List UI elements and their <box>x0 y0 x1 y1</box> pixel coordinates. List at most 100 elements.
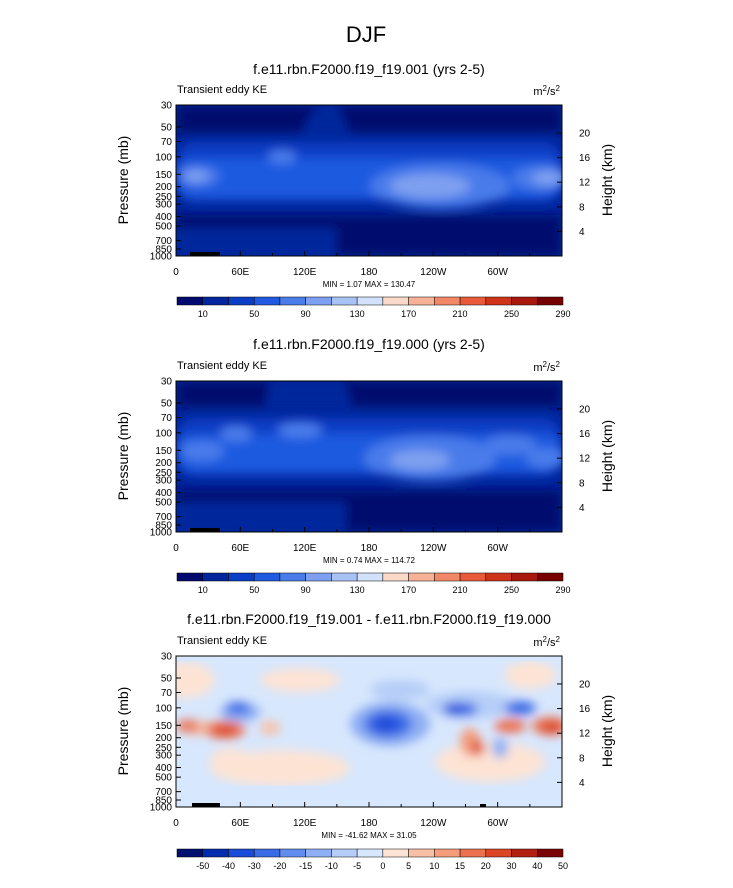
panel-2-y2-tick-label: 12 <box>579 454 591 465</box>
panel-3-y-tick-label: 400 <box>155 763 172 774</box>
panel-1-ylabel: Pressure (mb) <box>115 136 131 225</box>
panel-1-colorbar-swatch <box>253 296 281 306</box>
panel-1-colorbar-swatch <box>511 296 538 306</box>
panel-1-y-tick-label: 300 <box>155 200 172 211</box>
panel-1-colorbar-label: 90 <box>301 309 311 319</box>
panel-3-y-tick-label: 250 <box>155 743 172 754</box>
panel-2-colorbar-swatch <box>382 572 409 582</box>
panel-1-colorbar: 10 50 90 130 170 210 250 290 <box>176 296 571 319</box>
panel-2-y2label: Height (km) <box>599 420 615 492</box>
figure-title: DJF <box>346 22 386 47</box>
panel-3-y2-ticks: 20 16 12 8 4 <box>557 679 591 789</box>
panel-1-x-tick-label: 120E <box>293 267 317 278</box>
panel-3-colorbar-swatch <box>253 848 281 858</box>
panel-2-y-tick-label: 300 <box>155 476 172 487</box>
panel-1-colorbar-swatch <box>279 296 306 306</box>
panel-1-colorbar-label: 50 <box>249 309 259 319</box>
panel-3-x-tick-label: 120W <box>420 818 447 829</box>
panel-3-colorbar-label: -20 <box>273 861 286 871</box>
panel-2: f.e11.rbn.F2000.f19_f19.000 (yrs 2-5) Tr… <box>115 336 615 595</box>
panel-1-y-tick-label: 1000 <box>150 252 173 263</box>
panel-1-field-label: Transient eddy KE <box>177 84 267 96</box>
panel-2-colorbar-swatch <box>228 572 255 582</box>
panel-3-colorbar-label: -5 <box>353 861 361 871</box>
panel-2-stats: MIN = 0.74 MAX = 114.72 <box>323 556 415 565</box>
panel-3-units: m2/s2 <box>533 635 560 649</box>
panel-1-y-tick-label: 250 <box>155 192 172 203</box>
panel-1-y2-tick-label: 20 <box>579 128 591 139</box>
panel-3-y2-tick-label: 20 <box>579 679 591 690</box>
panel-2-colorbar-swatch <box>305 572 332 582</box>
panel-3-y2-tick-label: 12 <box>579 729 591 740</box>
panel-2-y-tick-label: 400 <box>155 488 172 499</box>
panel-3-y-tick-label: 70 <box>161 688 173 699</box>
panel-1-y-tick-label: 200 <box>155 182 172 193</box>
panel-1-y-tick-label: 850 <box>155 245 172 256</box>
panel-1-colorbar-swatch <box>228 296 255 306</box>
panel-2-colorbar-swatch <box>459 572 487 582</box>
panel-2-y2-tick-label: 20 <box>579 404 591 415</box>
panel-1-y-tick-label: 150 <box>155 170 172 181</box>
panel-2-colorbar-swatch <box>434 572 461 582</box>
panel-3-y-tick-label: 30 <box>161 652 173 663</box>
panel-3-y2label: Height (km) <box>599 695 615 767</box>
panel-1-y-tick-label: 100 <box>155 152 172 163</box>
panel-1-colorbar-swatch <box>537 296 564 306</box>
panel-2-y-tick-label: 70 <box>161 413 173 424</box>
panel-2-y-tick-label: 50 <box>161 398 173 409</box>
panel-1-colorbar-swatch <box>176 296 203 306</box>
panel-2-x-tick-label: 60W <box>487 543 508 554</box>
panel-1-y2-ticks: 20 16 12 8 4 <box>557 128 591 238</box>
panel-1-colorbar-swatch <box>382 296 409 306</box>
panel-3-colorbar-label: -50 <box>196 861 209 871</box>
panel-2-y-tick-label: 850 <box>155 521 172 532</box>
panel-1-stats: MIN = 1.07 MAX = 130.47 <box>323 280 416 289</box>
panel-2-contour-field <box>176 381 562 532</box>
panel-3-colorbar-label: -15 <box>299 861 312 871</box>
panel-3-colorbar-swatch <box>485 848 512 858</box>
panel-3-x-tick-label: 60W <box>487 818 508 829</box>
panel-3-colorbar-label: -30 <box>248 861 261 871</box>
panel-2-colorbar-label: 290 <box>555 585 570 595</box>
panel-2-colorbar-swatch <box>485 572 512 582</box>
panel-2-y2-tick-label: 4 <box>579 503 585 514</box>
panel-2-x-tick-label: 180 <box>361 543 378 554</box>
panel-2-colorbar-label: 50 <box>249 585 259 595</box>
panel-2-colorbar-swatch <box>356 572 384 582</box>
panel-1-x-ticks: 0 60E 120E 180 120W 60W <box>173 251 531 278</box>
panel-2-y-tick-label: 100 <box>155 428 172 439</box>
panel-2-colorbar-swatch <box>537 572 564 582</box>
panel-3-colorbar-swatch <box>459 848 487 858</box>
panel-2-title: f.e11.rbn.F2000.f19_f19.000 (yrs 2-5) <box>253 336 485 352</box>
panel-1-colorbar-label: 290 <box>555 309 570 319</box>
panel-1-y2-tick-label: 8 <box>579 202 585 213</box>
panel-3: f.e11.rbn.F2000.f19_f19.001 - f.e11.rbn.… <box>115 611 615 871</box>
panel-3-y-tick-label: 1000 <box>150 803 173 814</box>
panel-2-colorbar-label: 130 <box>350 585 365 595</box>
panel-1-colorbar-swatch <box>331 296 358 306</box>
panel-3-y-tick-label: 200 <box>155 733 172 744</box>
panel-3-colorbar-label: -40 <box>222 861 235 871</box>
panel-2-colorbar-swatch <box>253 572 281 582</box>
panel-3-colorbar-label: 20 <box>481 861 491 871</box>
panel-3-title: f.e11.rbn.F2000.f19_f19.001 - f.e11.rbn.… <box>187 611 551 627</box>
panel-3-colorbar-swatch <box>434 848 461 858</box>
panel-2-y-tick-label: 150 <box>155 446 172 457</box>
panel-2-colorbar-swatch <box>331 572 358 582</box>
panel-3-colorbar-label: 30 <box>507 861 517 871</box>
panel-3-colorbar-swatch <box>537 848 564 858</box>
panel-3-x-tick-label: 0 <box>173 818 179 829</box>
panel-1-colorbar-swatch <box>459 296 487 306</box>
panel-1-y2-tick-label: 4 <box>579 227 585 238</box>
panel-2-colorbar-label: 250 <box>504 585 519 595</box>
panel-2-field-label: Transient eddy KE <box>177 360 267 372</box>
panel-1-x-tick-label: 180 <box>361 267 378 278</box>
panel-2-x-tick-label: 120E <box>293 543 317 554</box>
panel-1-colorbar-label: 130 <box>350 309 365 319</box>
panel-1-colorbar-swatch <box>356 296 384 306</box>
panel-3-colorbar-label: 10 <box>429 861 439 871</box>
panel-3-y2-tick-label: 16 <box>579 704 591 715</box>
panel-3-colorbar-swatch <box>511 848 538 858</box>
